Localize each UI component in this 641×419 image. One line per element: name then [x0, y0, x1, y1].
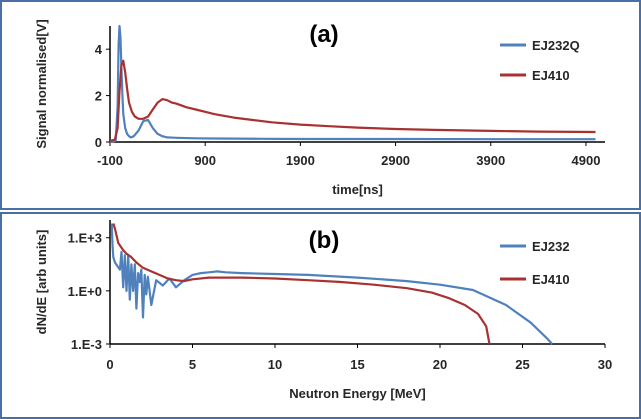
series-line-ej232q	[109, 24, 596, 144]
panel-label: (b)	[309, 227, 340, 254]
series-line-ej410	[109, 59, 596, 142]
x-tick-label: 4900	[572, 153, 601, 168]
x-axis-title: time[ns]	[332, 182, 383, 197]
series-line-ej232	[110, 223, 554, 345]
y-tick-label: 2	[95, 89, 102, 104]
y-axis-title: dN/dE [arb units]	[34, 230, 49, 335]
x-tick-label: 900	[194, 153, 216, 168]
panel-b: 0 5 10 15 20 25 30 1.E-3 1.E+0 1.E+3 (b) Neutron En…	[0, 212, 641, 419]
x-tick-label: 10	[268, 357, 282, 372]
x-axis-title: Neutron Energy [MeV]	[289, 386, 426, 401]
x-tick-label: 15	[350, 357, 364, 372]
legend-label: EJ410	[532, 272, 570, 287]
y-tick-label: 1.E+0	[68, 284, 102, 299]
y-tick-label: 1.E-3	[71, 337, 102, 352]
x-tick-label: 3900	[476, 153, 505, 168]
y-axis-title: Signal normalised[V]	[34, 19, 49, 148]
legend-label: EJ232	[532, 239, 570, 254]
x-tick-label: 1900	[286, 153, 315, 168]
x-tick-label: 5	[189, 357, 196, 372]
y-tick-label: 0	[95, 135, 102, 150]
chart-a: -100 900 1900 2900 3900 4900 0 2 4 (a) time[ns] Sig…	[34, 19, 605, 197]
legend-label: EJ410	[532, 68, 570, 83]
series-line-ej410	[112, 223, 491, 345]
chart-b: 0 5 10 15 20 25 30 1.E-3 1.E+0 1.E+3 (b) Neutron En…	[34, 220, 612, 401]
x-tick-label: 20	[433, 357, 447, 372]
y-tick-label: 4	[95, 42, 103, 57]
legend-label: EJ232Q	[532, 38, 580, 53]
x-tick-label: 25	[515, 357, 529, 372]
x-tick-label: 0	[106, 357, 113, 372]
y-tick-label: 1.E+3	[68, 231, 102, 246]
x-tick-label: 2900	[381, 153, 410, 168]
x-tick-label: -100	[97, 153, 123, 168]
panel-label: (a)	[309, 21, 338, 48]
panel-a: -100 900 1900 2900 3900 4900 0 2 4 (a) time[ns] Sig…	[0, 0, 641, 210]
x-tick-label: 30	[598, 357, 612, 372]
